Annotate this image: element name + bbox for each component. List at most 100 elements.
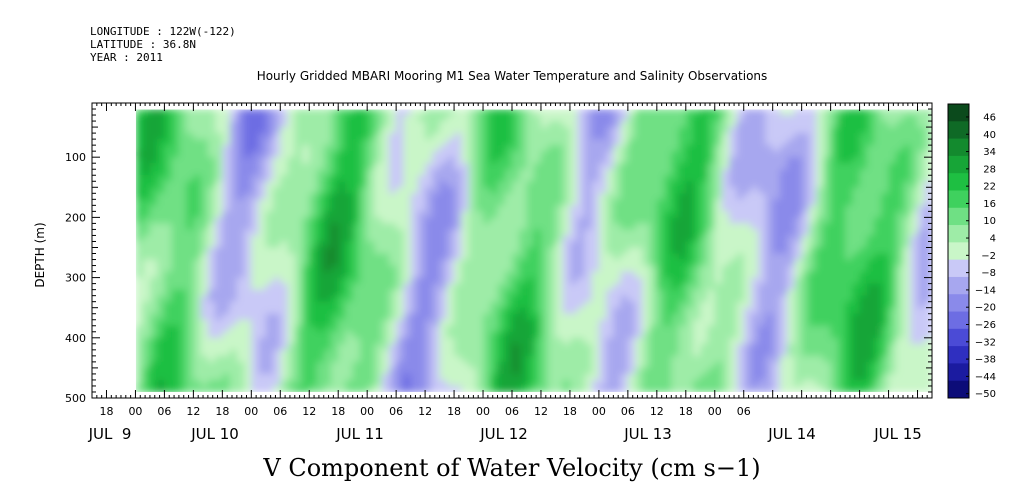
- heat-cell: [222, 283, 231, 291]
- heat-cell: [439, 301, 448, 309]
- heat-cell: [280, 223, 289, 231]
- heat-cell: [743, 211, 752, 218]
- heat-cell: [794, 259, 803, 267]
- heat-cell: [874, 289, 882, 297]
- heat-cell: [251, 253, 260, 261]
- heat-cell: [258, 217, 267, 225]
- heat-cell: [693, 127, 701, 134]
- heat-cell: [432, 283, 441, 291]
- heat-cell: [591, 307, 600, 315]
- heat-cell: [345, 343, 354, 351]
- heat-cell: [251, 157, 260, 164]
- heat-cell: [497, 169, 506, 176]
- heat-cell: [171, 211, 180, 218]
- heat-cell: [178, 259, 187, 267]
- heat-cell: [171, 301, 180, 309]
- heat-cell: [157, 283, 166, 291]
- heat-cell: [678, 121, 687, 128]
- heat-cell: [526, 343, 535, 351]
- heat-cell: [519, 199, 528, 206]
- heat-cell: [707, 379, 716, 387]
- heat-cell: [265, 211, 274, 218]
- heat-cell: [425, 199, 433, 206]
- heat-cell: [577, 115, 586, 122]
- heat-cell: [866, 181, 875, 188]
- heat-cell: [606, 379, 614, 387]
- heat-cell: [454, 319, 462, 327]
- heat-cell: [808, 163, 817, 170]
- heat-cell: [729, 349, 738, 357]
- heat-cell: [606, 349, 614, 357]
- heat-cell: [779, 289, 788, 297]
- heat-cell: [787, 115, 796, 122]
- heat-cell: [425, 253, 433, 261]
- heat-cell: [215, 121, 223, 128]
- heat-cell: [251, 307, 260, 315]
- heat-cell: [439, 169, 448, 176]
- heat-cell: [808, 325, 817, 333]
- heat-cell: [685, 139, 694, 146]
- heat-cell: [620, 169, 629, 176]
- heat-cell: [779, 295, 788, 303]
- heat-cell: [352, 253, 361, 261]
- heat-cell: [244, 223, 252, 231]
- heat-cell: [149, 379, 158, 387]
- heat-cell: [584, 337, 593, 345]
- heat-cell: [700, 127, 709, 134]
- heat-cell: [244, 163, 252, 170]
- heat-cell: [490, 373, 499, 381]
- heat-cell: [512, 325, 520, 333]
- heat-cell: [417, 241, 426, 249]
- heat-cell: [881, 349, 890, 357]
- heat-cell: [707, 217, 716, 225]
- heat-cell: [359, 343, 368, 351]
- heat-cell: [207, 187, 216, 194]
- heat-cell: [236, 109, 245, 116]
- heat-cell: [664, 289, 672, 297]
- heat-cell: [316, 109, 325, 116]
- heat-cell: [700, 187, 709, 194]
- heat-cell: [685, 271, 694, 279]
- heat-cell: [685, 181, 694, 188]
- heat-cell: [642, 337, 651, 345]
- heat-cell: [273, 217, 281, 225]
- heat-cell: [606, 205, 614, 212]
- heat-cell: [316, 127, 325, 134]
- heat-cell: [816, 319, 824, 327]
- heat-cell: [743, 343, 752, 351]
- heat-cell: [613, 235, 622, 243]
- heat-cell: [598, 265, 607, 273]
- heat-cell: [497, 313, 506, 321]
- heat-cell: [222, 133, 231, 140]
- heat-cell: [598, 301, 607, 309]
- heat-cell: [149, 283, 158, 291]
- heat-cell: [787, 223, 796, 231]
- heat-cell: [396, 235, 404, 243]
- heat-cell: [562, 271, 571, 279]
- heat-cell: [396, 175, 404, 182]
- heat-cell: [772, 379, 781, 387]
- heat-cell: [512, 367, 520, 375]
- heat-cell: [396, 169, 404, 176]
- heat-cell: [678, 109, 687, 116]
- heat-cell: [135, 379, 144, 387]
- heat-cell: [577, 187, 586, 194]
- heat-cell: [743, 193, 752, 200]
- heat-cell: [758, 151, 767, 158]
- heat-cell: [149, 349, 158, 357]
- heat-cell: [606, 229, 614, 237]
- heat-cell: [222, 121, 231, 128]
- heat-cell: [374, 271, 383, 279]
- heat-cell: [598, 241, 607, 249]
- heat-cell: [584, 109, 593, 116]
- heat-cell: [779, 349, 788, 357]
- heat-cell: [736, 121, 745, 128]
- heat-cell: [808, 253, 817, 261]
- heat-cell: [808, 169, 817, 176]
- heat-cell: [613, 127, 622, 134]
- heat-cell: [642, 247, 651, 255]
- heat-cell: [461, 349, 470, 357]
- heat-cell: [540, 115, 549, 122]
- heat-cell: [439, 373, 448, 381]
- heat-cell: [475, 271, 484, 279]
